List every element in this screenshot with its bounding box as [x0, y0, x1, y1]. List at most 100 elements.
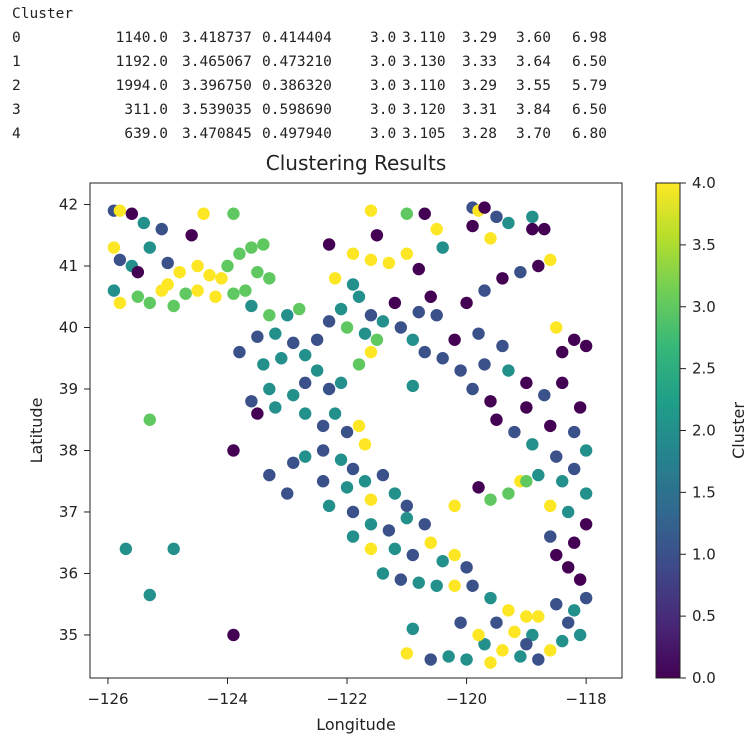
data-point — [532, 610, 545, 623]
table-cell: 3.120 — [402, 102, 446, 118]
data-point — [173, 265, 186, 279]
data-point — [508, 625, 521, 639]
table-row: 1 1192.0 3.465067 0.473210 3.0 3.130 3.33 3.64 6… — [12, 50, 712, 74]
data-point — [215, 272, 228, 285]
data-point — [406, 333, 419, 347]
table-cell: 3.0 — [370, 54, 397, 70]
data-point — [526, 222, 539, 236]
data-point — [191, 284, 204, 297]
x-tick-label: −126 — [87, 690, 128, 708]
table-cell: 5.79 — [572, 78, 607, 94]
data-point — [131, 265, 145, 279]
data-point — [113, 253, 127, 267]
data-point — [227, 628, 240, 642]
data-point — [143, 588, 156, 602]
data-point — [579, 487, 593, 500]
table-cell: 311.0 — [124, 102, 168, 118]
data-point — [550, 321, 563, 334]
data-point — [340, 425, 354, 439]
data-point — [496, 272, 509, 285]
table-cell: 3.31 — [462, 102, 497, 118]
table-cell: 0.497940 — [262, 126, 332, 142]
data-point — [197, 207, 210, 220]
data-point — [556, 475, 569, 488]
table-cell: 0.598690 — [262, 102, 332, 118]
y-tick-label: 41 — [59, 257, 78, 275]
data-point — [460, 296, 473, 310]
x-axis: −126 −124 −122 −120 −118 — [87, 678, 607, 708]
data-point — [579, 591, 593, 605]
data-point — [263, 382, 276, 396]
x-tick-label: −124 — [207, 690, 248, 708]
data-point — [567, 333, 581, 347]
data-point — [466, 382, 479, 396]
data-point — [376, 468, 390, 482]
data-point — [490, 413, 503, 426]
data-point — [245, 299, 258, 313]
data-point — [364, 345, 378, 359]
data-point — [346, 505, 360, 519]
data-point — [478, 637, 491, 651]
data-point — [520, 610, 533, 623]
data-point — [287, 336, 300, 350]
data-point — [400, 499, 414, 513]
data-point — [310, 364, 324, 377]
colorbar-tick-label: 0.5 — [692, 607, 716, 625]
data-point — [514, 650, 527, 663]
data-point — [448, 548, 461, 562]
data-point — [520, 376, 533, 390]
table-cell: 3.28 — [462, 126, 497, 142]
data-point — [424, 653, 437, 666]
table-cell: 3.105 — [402, 126, 446, 142]
data-point — [550, 450, 563, 463]
data-point — [394, 573, 408, 586]
data-point — [125, 207, 139, 220]
x-tick-label: −122 — [326, 690, 367, 708]
table-cell: 6.50 — [572, 102, 607, 118]
table-cell: 3.0 — [370, 78, 397, 94]
y-tick-label: 35 — [59, 626, 78, 644]
data-point — [370, 229, 384, 242]
data-point — [113, 204, 127, 217]
data-point — [406, 379, 419, 393]
colorbar-tick-label: 4.0 — [692, 174, 716, 192]
table-cell: 3.110 — [402, 78, 446, 94]
data-point — [358, 475, 372, 488]
colorbar-tick-label: 1.5 — [692, 483, 716, 501]
data-point — [448, 499, 461, 513]
table-cell: 0.414404 — [262, 30, 332, 46]
x-tick-label: −118 — [566, 690, 607, 708]
data-point — [478, 201, 491, 214]
data-point — [227, 207, 240, 220]
data-point — [579, 339, 593, 353]
data-point — [322, 238, 336, 251]
data-point — [191, 259, 204, 273]
data-point — [263, 468, 276, 482]
data-point — [364, 542, 378, 556]
table-cell: 3.29 — [462, 30, 497, 46]
data-point — [496, 644, 509, 657]
table-cell: 3.0 — [370, 102, 397, 118]
data-point — [316, 475, 330, 488]
data-point — [251, 330, 264, 343]
data-point — [316, 419, 330, 433]
data-point — [245, 395, 258, 408]
data-point — [573, 573, 587, 586]
data-point — [412, 576, 425, 589]
data-point — [430, 309, 443, 322]
data-point — [460, 561, 473, 574]
data-point — [113, 296, 127, 310]
data-point — [364, 309, 378, 322]
table-cell: 3.465067 — [182, 54, 252, 70]
data-point — [131, 290, 145, 303]
colorbar-tick-label: 2.5 — [692, 360, 716, 378]
data-point — [526, 210, 539, 224]
y-tick-label: 36 — [59, 564, 78, 582]
data-point — [514, 265, 527, 279]
data-point — [388, 542, 402, 556]
data-point — [352, 290, 366, 303]
data-point — [298, 376, 312, 390]
data-point — [550, 598, 563, 611]
data-point — [364, 493, 378, 506]
data-point — [472, 628, 485, 642]
